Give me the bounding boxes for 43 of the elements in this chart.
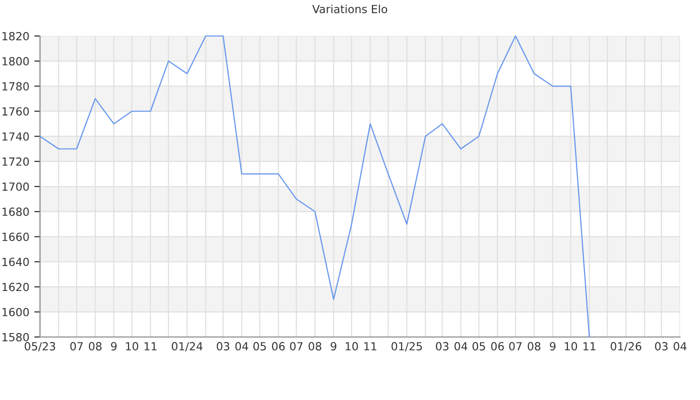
y-tick-label: 1820 (2, 32, 29, 40)
x-tick-label: 05/23 (24, 342, 56, 352)
x-tick-label: 9 (330, 342, 336, 350)
y-tick-label: 1640 (2, 258, 29, 266)
x-tick-label: 10 (346, 342, 358, 350)
x-tick-label: 03 (216, 342, 230, 350)
x-tick-label: 08 (528, 342, 540, 350)
x-tick-label: 04 (454, 342, 468, 350)
x-tick-label: 9 (550, 342, 556, 350)
chart-title: Variations Elo (312, 4, 388, 14)
x-tick-label: 9 (111, 342, 117, 350)
y-tick-label: 1720 (2, 157, 29, 166)
y-tick-label: 1680 (2, 208, 29, 216)
x-tick-label: 05 (472, 342, 485, 350)
x-tick-label: 01/25 (392, 342, 422, 352)
x-tick-label: 01/24 (172, 342, 202, 352)
x-tick-label: 06 (272, 342, 285, 350)
x-tick-label: 11 (364, 342, 376, 350)
y-tick-label: 1620 (2, 282, 29, 292)
x-tick-label: 07 (509, 342, 522, 350)
y-tick-label: 1780 (2, 82, 29, 91)
x-tick-label: 04 (235, 342, 248, 350)
x-tick-label: 08 (88, 342, 102, 350)
x-tick-label: 07 (70, 342, 83, 350)
x-tick-label: 03 (655, 342, 668, 350)
x-tick-label: 05 (253, 342, 266, 350)
x-tick-label: 01/26 (610, 342, 642, 352)
x-tick-label: 10 (564, 342, 578, 350)
y-tick-label: 1740 (2, 132, 29, 141)
x-tick-label: 10 (126, 342, 138, 350)
x-tick-label: 03 (436, 342, 448, 350)
x-tick-label: 06 (491, 342, 504, 350)
x-tick-label: 07 (290, 342, 302, 350)
y-tick-label: 1660 (2, 232, 29, 242)
x-tick-label: 11 (583, 342, 596, 350)
y-tick-label: 1580 (2, 332, 29, 342)
x-tick-label: 11 (144, 342, 157, 350)
x-tick-label: 04 (674, 342, 686, 350)
y-tick-label: 1760 (2, 107, 29, 116)
y-tick-label: 1600 (2, 308, 29, 316)
y-tick-label: 1800 (2, 57, 29, 66)
y-tick-label: 1700 (2, 182, 29, 191)
x-tick-label: 08 (308, 342, 322, 350)
